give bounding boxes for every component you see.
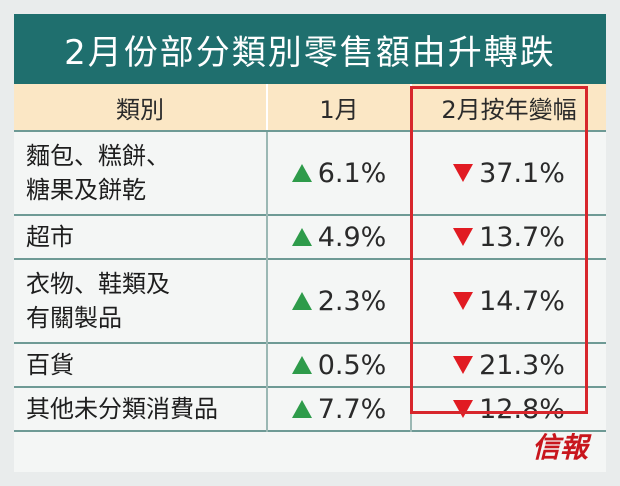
feb-value: 12.8% — [412, 388, 606, 430]
triangle-up-icon — [291, 400, 312, 418]
header-category: 類別 — [14, 84, 266, 130]
row-divider — [14, 386, 606, 388]
row-divider — [14, 214, 606, 216]
row-category: 衣物、鞋類及 有關製品 — [26, 270, 170, 332]
triangle-down-icon — [453, 292, 474, 310]
feb-value: 14.7% — [412, 260, 606, 342]
jan-value: 4.9% — [268, 216, 410, 258]
jan-value: 0.5% — [268, 344, 410, 386]
feb-value-text: 13.7% — [479, 221, 565, 253]
jan-value-text: 4.9% — [317, 221, 387, 253]
jan-value-text: 2.3% — [317, 285, 387, 317]
feb-value: 37.1% — [412, 132, 606, 214]
triangle-up-icon — [291, 356, 312, 374]
row-divider — [14, 342, 606, 344]
triangle-down-icon — [453, 228, 474, 246]
row-divider — [14, 430, 606, 432]
publisher-logo: 信報 — [531, 431, 588, 464]
header-jan: 1月 — [268, 84, 410, 130]
header-divider — [266, 84, 268, 130]
column-divider — [266, 132, 268, 432]
jan-value: 2.3% — [268, 260, 410, 342]
header-feb-yoy: 2月按年變幅 — [412, 84, 606, 130]
triangle-up-icon — [291, 164, 312, 182]
row-divider — [14, 130, 606, 132]
row-divider — [14, 258, 606, 260]
jan-value-text: 7.7% — [317, 393, 387, 425]
feb-value-text: 21.3% — [479, 349, 565, 381]
row-category: 超市 — [26, 223, 74, 251]
jan-value: 6.1% — [268, 132, 410, 214]
footer: 信報 — [14, 414, 606, 472]
feb-value-text: 12.8% — [479, 393, 565, 425]
feb-column-highlight — [410, 86, 588, 414]
chart-title: 2月份部分類別零售額由升轉跌 — [14, 14, 606, 84]
row-category: 麵包、糕餅、 糖果及餅乾 — [26, 142, 170, 204]
feb-value-text: 37.1% — [479, 157, 565, 189]
triangle-down-icon — [453, 356, 474, 374]
jan-value-text: 6.1% — [317, 157, 387, 189]
jan-value: 7.7% — [268, 388, 410, 430]
row-category: 百貨 — [26, 351, 74, 379]
feb-value: 21.3% — [412, 344, 606, 386]
feb-value: 13.7% — [412, 216, 606, 258]
jan-value-text: 0.5% — [317, 349, 387, 381]
feb-value-text: 14.7% — [479, 285, 565, 317]
row-category: 其他未分類消費品 — [26, 395, 218, 423]
triangle-up-icon — [291, 228, 312, 246]
triangle-up-icon — [291, 292, 312, 310]
infographic-card: 2月份部分類別零售額由升轉跌 類別 1月 2月按年變幅 麵包、糕餅、 糖果及餅乾… — [14, 14, 606, 472]
triangle-down-icon — [453, 164, 474, 182]
